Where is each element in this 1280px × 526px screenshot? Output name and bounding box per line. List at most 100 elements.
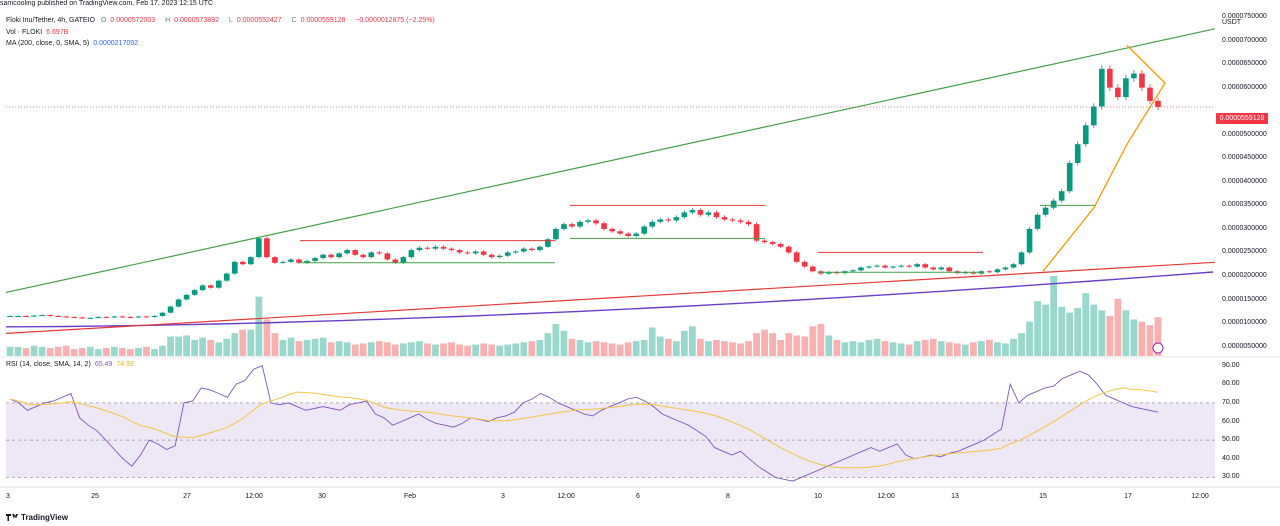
candle-body bbox=[906, 265, 912, 267]
resistance-trendline bbox=[5, 28, 1216, 294]
volume-bar bbox=[1138, 321, 1146, 356]
candle-body bbox=[504, 252, 511, 256]
rsi-tick-label: 90.00 bbox=[1222, 361, 1240, 369]
volume-bar bbox=[873, 338, 881, 356]
time-tick-label: 12:00 bbox=[557, 493, 575, 500]
candle-body bbox=[231, 261, 238, 274]
candle-body bbox=[167, 306, 174, 313]
candle-body bbox=[191, 290, 198, 295]
volume-bar bbox=[440, 343, 447, 356]
volume-bar bbox=[929, 338, 937, 356]
volume-bar bbox=[945, 342, 953, 356]
candle-body bbox=[384, 253, 391, 260]
volume-bar bbox=[1042, 304, 1049, 356]
candle-body bbox=[448, 248, 455, 251]
volume-bar bbox=[881, 341, 889, 356]
last-price-label: 0.0000559128 bbox=[1216, 113, 1268, 124]
volume-bar bbox=[247, 329, 255, 356]
volume-bar bbox=[432, 344, 439, 356]
volume-bar bbox=[616, 344, 624, 356]
time-tick-label: 12:00 bbox=[1191, 493, 1209, 500]
high-value: 0.0000573892 bbox=[174, 17, 219, 24]
time-tick-label: 12:00 bbox=[877, 493, 895, 500]
candle-body bbox=[1139, 73, 1145, 88]
volume-bar bbox=[464, 345, 471, 356]
alert-icon bbox=[1152, 342, 1164, 354]
volume-bar bbox=[151, 349, 158, 356]
candle-body bbox=[777, 243, 784, 247]
price-tick-label: 0.0000400000 bbox=[1222, 177, 1267, 185]
volume-bar bbox=[207, 340, 215, 356]
candle-body bbox=[898, 265, 904, 267]
candle-body bbox=[689, 210, 696, 213]
candle-body bbox=[71, 316, 78, 318]
volume-bar bbox=[801, 336, 809, 356]
volume-bar bbox=[359, 343, 367, 356]
candle-body bbox=[874, 265, 880, 267]
candle-body bbox=[850, 270, 856, 272]
ma-value: 0.0000217092 bbox=[93, 40, 139, 47]
candle-body bbox=[432, 246, 439, 249]
volume-bar bbox=[986, 340, 993, 356]
volume-bar bbox=[745, 341, 752, 356]
volume-bar bbox=[6, 346, 14, 356]
volume-bar bbox=[785, 333, 793, 356]
candle-body bbox=[1050, 200, 1057, 208]
volume-bar bbox=[287, 337, 295, 356]
volume-bar bbox=[327, 342, 335, 356]
volume-bar bbox=[135, 348, 142, 356]
volume-bar bbox=[568, 338, 576, 356]
rsi-ma-value: 74.92 bbox=[116, 361, 134, 368]
volume-bar bbox=[648, 327, 656, 356]
candle-body bbox=[729, 219, 736, 221]
time-tick-label: 12:00 bbox=[245, 493, 263, 500]
rsi-legend[interactable]: RSI (14, close, SMA, 14, 2) 65.49 74.92 bbox=[6, 361, 138, 368]
candle-body bbox=[336, 253, 342, 258]
candle-body bbox=[183, 294, 190, 300]
volume-bar bbox=[351, 344, 359, 356]
time-tick-label: 13 bbox=[951, 493, 959, 500]
price-tick-label: 0.0000300000 bbox=[1222, 224, 1267, 232]
volume-label: Vol · FLOKI bbox=[6, 29, 43, 36]
candle-body bbox=[673, 217, 680, 221]
price-tick-label: 0.0000250000 bbox=[1222, 248, 1267, 256]
volume-bar bbox=[110, 346, 118, 356]
candle-body bbox=[1002, 267, 1009, 270]
ma-legend[interactable]: MA (200, close, 0, SMA, 5) 0.0000217092 bbox=[6, 40, 142, 47]
volume-bar bbox=[231, 333, 239, 356]
volume-bar bbox=[54, 346, 62, 356]
candle-body bbox=[296, 259, 302, 263]
candle-body bbox=[39, 315, 45, 317]
volume-bar bbox=[1058, 306, 1066, 356]
volume-bar bbox=[383, 342, 391, 356]
rsi-ma-line bbox=[9, 387, 1159, 469]
volume-bar bbox=[279, 340, 287, 356]
volume-bar bbox=[584, 342, 592, 356]
volume-bar bbox=[1074, 308, 1082, 356]
rsi-tick-label: 50.00 bbox=[1222, 436, 1240, 444]
candle-body bbox=[63, 316, 70, 318]
volume-legend[interactable]: Vol · FLOKI 6.697B bbox=[6, 29, 72, 36]
candle-body bbox=[866, 266, 872, 268]
candle-body bbox=[23, 315, 29, 317]
candle-body bbox=[1131, 73, 1137, 79]
candle-body bbox=[223, 273, 230, 281]
volume-bar bbox=[416, 341, 423, 356]
candle-body bbox=[408, 250, 415, 258]
change-value: −0.0000012875 (−2.25%) bbox=[355, 17, 435, 24]
candle-body bbox=[609, 228, 615, 232]
candle-body bbox=[175, 299, 182, 307]
candle-body bbox=[1010, 264, 1017, 268]
rsi-line bbox=[9, 364, 1159, 482]
candle-body bbox=[986, 271, 993, 273]
candle-body bbox=[199, 285, 206, 291]
volume-bar bbox=[600, 342, 608, 356]
symbol-title[interactable]: Floki Inu/Tether, 4h, GATEIO bbox=[6, 17, 95, 24]
price-tick-label: 0.0000600000 bbox=[1222, 83, 1267, 91]
volume-bar bbox=[343, 342, 351, 356]
candle-body bbox=[946, 267, 953, 272]
volume-bar bbox=[697, 338, 704, 356]
candle-body bbox=[938, 267, 945, 270]
volume-bar bbox=[608, 343, 616, 356]
